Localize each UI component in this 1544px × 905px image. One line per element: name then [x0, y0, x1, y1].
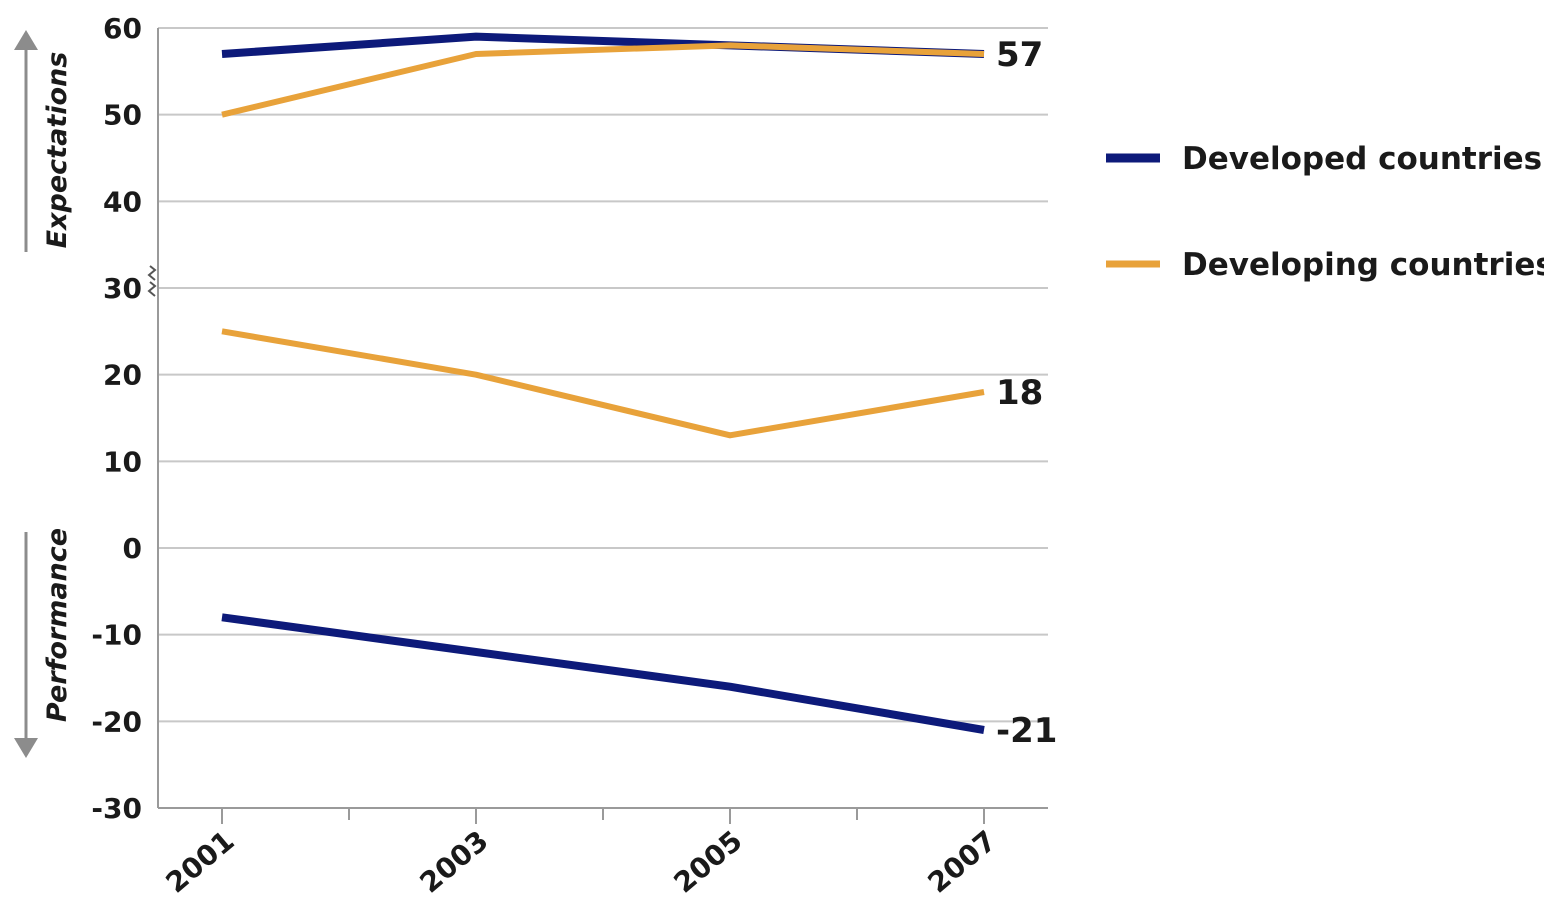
y-tick-label: 50 — [103, 99, 142, 132]
performance-arrow-head — [14, 738, 38, 758]
end-data-label: 18 — [996, 373, 1043, 413]
y-tick-label: -30 — [91, 792, 142, 825]
y-tick-label: 40 — [103, 185, 142, 218]
performance-label: Performance — [42, 528, 73, 722]
y-tick-label: 60 — [103, 12, 142, 45]
end-data-label: -21 — [996, 711, 1057, 751]
series-line-developed-performance — [221, 613, 985, 734]
series-line-developing-expectations — [221, 42, 985, 118]
x-tick-label: 2001 — [160, 824, 241, 899]
series-line-developing-performance — [221, 328, 985, 439]
y-tick-label: 30 — [103, 272, 142, 305]
y-tick-label: 10 — [103, 445, 142, 478]
legend-label: Developed countries — [1182, 141, 1542, 177]
x-tick-label: 2005 — [668, 824, 749, 899]
legend-label: Developing countries — [1182, 247, 1544, 283]
expectations-arrow-head — [14, 30, 38, 50]
x-tick-label: 2007 — [922, 824, 1003, 899]
y-tick-label: 20 — [103, 359, 142, 392]
axis-break-mark — [147, 265, 157, 281]
y-tick-label: 0 — [123, 532, 142, 565]
axis-break-mark — [147, 281, 157, 297]
x-tick-label: 2003 — [414, 824, 495, 899]
end-data-label: 57 — [996, 35, 1043, 75]
expectations-label: Expectations — [42, 52, 73, 249]
y-tick-label: -10 — [91, 619, 142, 652]
y-tick-label: -20 — [91, 705, 142, 738]
